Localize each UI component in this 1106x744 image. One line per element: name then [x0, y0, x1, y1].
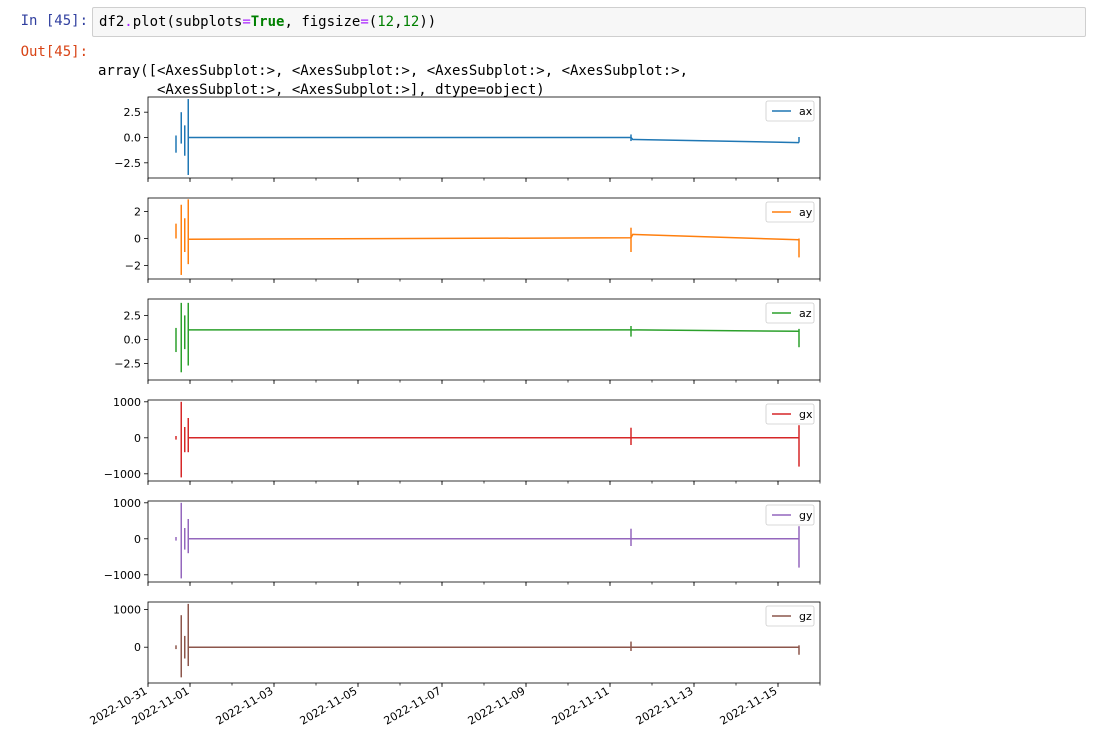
- code-token: =: [242, 14, 251, 30]
- subplot-ax-legend-label: ax: [799, 105, 813, 118]
- subplot-ax-ytick-label: −2.5: [114, 157, 141, 170]
- code-token: (: [368, 14, 378, 30]
- subplot-gx-legend-label: gx: [799, 408, 813, 421]
- code-cell-input[interactable]: df2.plot(subplots=True, figsize=(12,12)): [92, 7, 1086, 37]
- subplot-gx-frame: [147, 399, 821, 482]
- subplot-ay-legend-label: ay: [799, 206, 813, 219]
- subplot-gz-frame: [147, 601, 821, 684]
- subplot-gy-ytick-label: 1000: [113, 497, 141, 510]
- xtick-label: 2022-11-07: [382, 684, 444, 727]
- code-token: df2: [99, 14, 125, 30]
- subplot-az-ytick-label: 0.0: [124, 334, 142, 347]
- input-prompt: In [45]:: [20, 13, 88, 29]
- subplot-gz-legend-label: gz: [799, 610, 812, 623]
- subplot-gx-ytick-label: 0: [134, 432, 141, 445]
- code-token: 12: [402, 14, 420, 30]
- code-token: True: [250, 14, 285, 30]
- subplot-gz-ytick-label: 1000: [113, 604, 141, 617]
- subplot-az-line: [188, 329, 800, 333]
- code-token: plot(subplots: [132, 14, 243, 30]
- subplot-gx-ytick-label: 1000: [113, 396, 141, 409]
- output-line-2: <AxesSubplot:>, <AxesSubplot:>], dtype=o…: [98, 82, 545, 98]
- subplot-gy-ytick-label: 0: [134, 533, 141, 546]
- subplot-ay-ytick-label: 2: [134, 206, 141, 219]
- xtick-label: 2022-11-09: [466, 684, 528, 727]
- code-token: .: [124, 14, 133, 30]
- output-line-1: array([<AxesSubplot:>, <AxesSubplot:>, <…: [98, 63, 689, 79]
- xtick-label: 2022-11-11: [550, 684, 612, 727]
- subplot-gx-ytick-label: −1000: [104, 468, 141, 481]
- subplot-ax-line: [188, 136, 800, 144]
- code-token: ,: [394, 14, 403, 30]
- subplot-az-frame: [147, 298, 821, 381]
- xtick-label: 2022-11-13: [634, 684, 696, 727]
- subplot-gz-ytick-label: 0: [134, 641, 141, 654]
- subplot-az-ytick-label: 2.5: [124, 309, 142, 322]
- subplot-ay-ytick-label: 0: [134, 233, 141, 246]
- subplot-ay-ytick-label: −2: [125, 260, 141, 273]
- output-text: array([<AxesSubplot:>, <AxesSubplot:>, <…: [98, 43, 688, 119]
- subplot-ay-line: [188, 233, 800, 241]
- subplot-gy-frame: [147, 500, 821, 583]
- code-token: =: [360, 14, 369, 30]
- xtick-label: 2022-11-05: [298, 684, 360, 727]
- xtick-label: 2022-11-03: [214, 684, 276, 727]
- subplot-ax-ytick-label: 0.0: [124, 132, 142, 145]
- subplot-ax-ytick-label: 2.5: [124, 106, 142, 119]
- subplot-gy-legend-label: gy: [799, 509, 813, 522]
- code-token: 12: [377, 14, 395, 30]
- xtick-label: 2022-11-15: [718, 684, 780, 727]
- output-prompt: Out[45]:: [20, 44, 88, 60]
- subplot-az-legend-label: az: [799, 307, 812, 320]
- code-token: )): [419, 14, 437, 30]
- subplot-gy-ytick-label: −1000: [104, 569, 141, 582]
- subplot-az-ytick-label: −2.5: [114, 358, 141, 371]
- code-token: , figsize: [284, 14, 361, 30]
